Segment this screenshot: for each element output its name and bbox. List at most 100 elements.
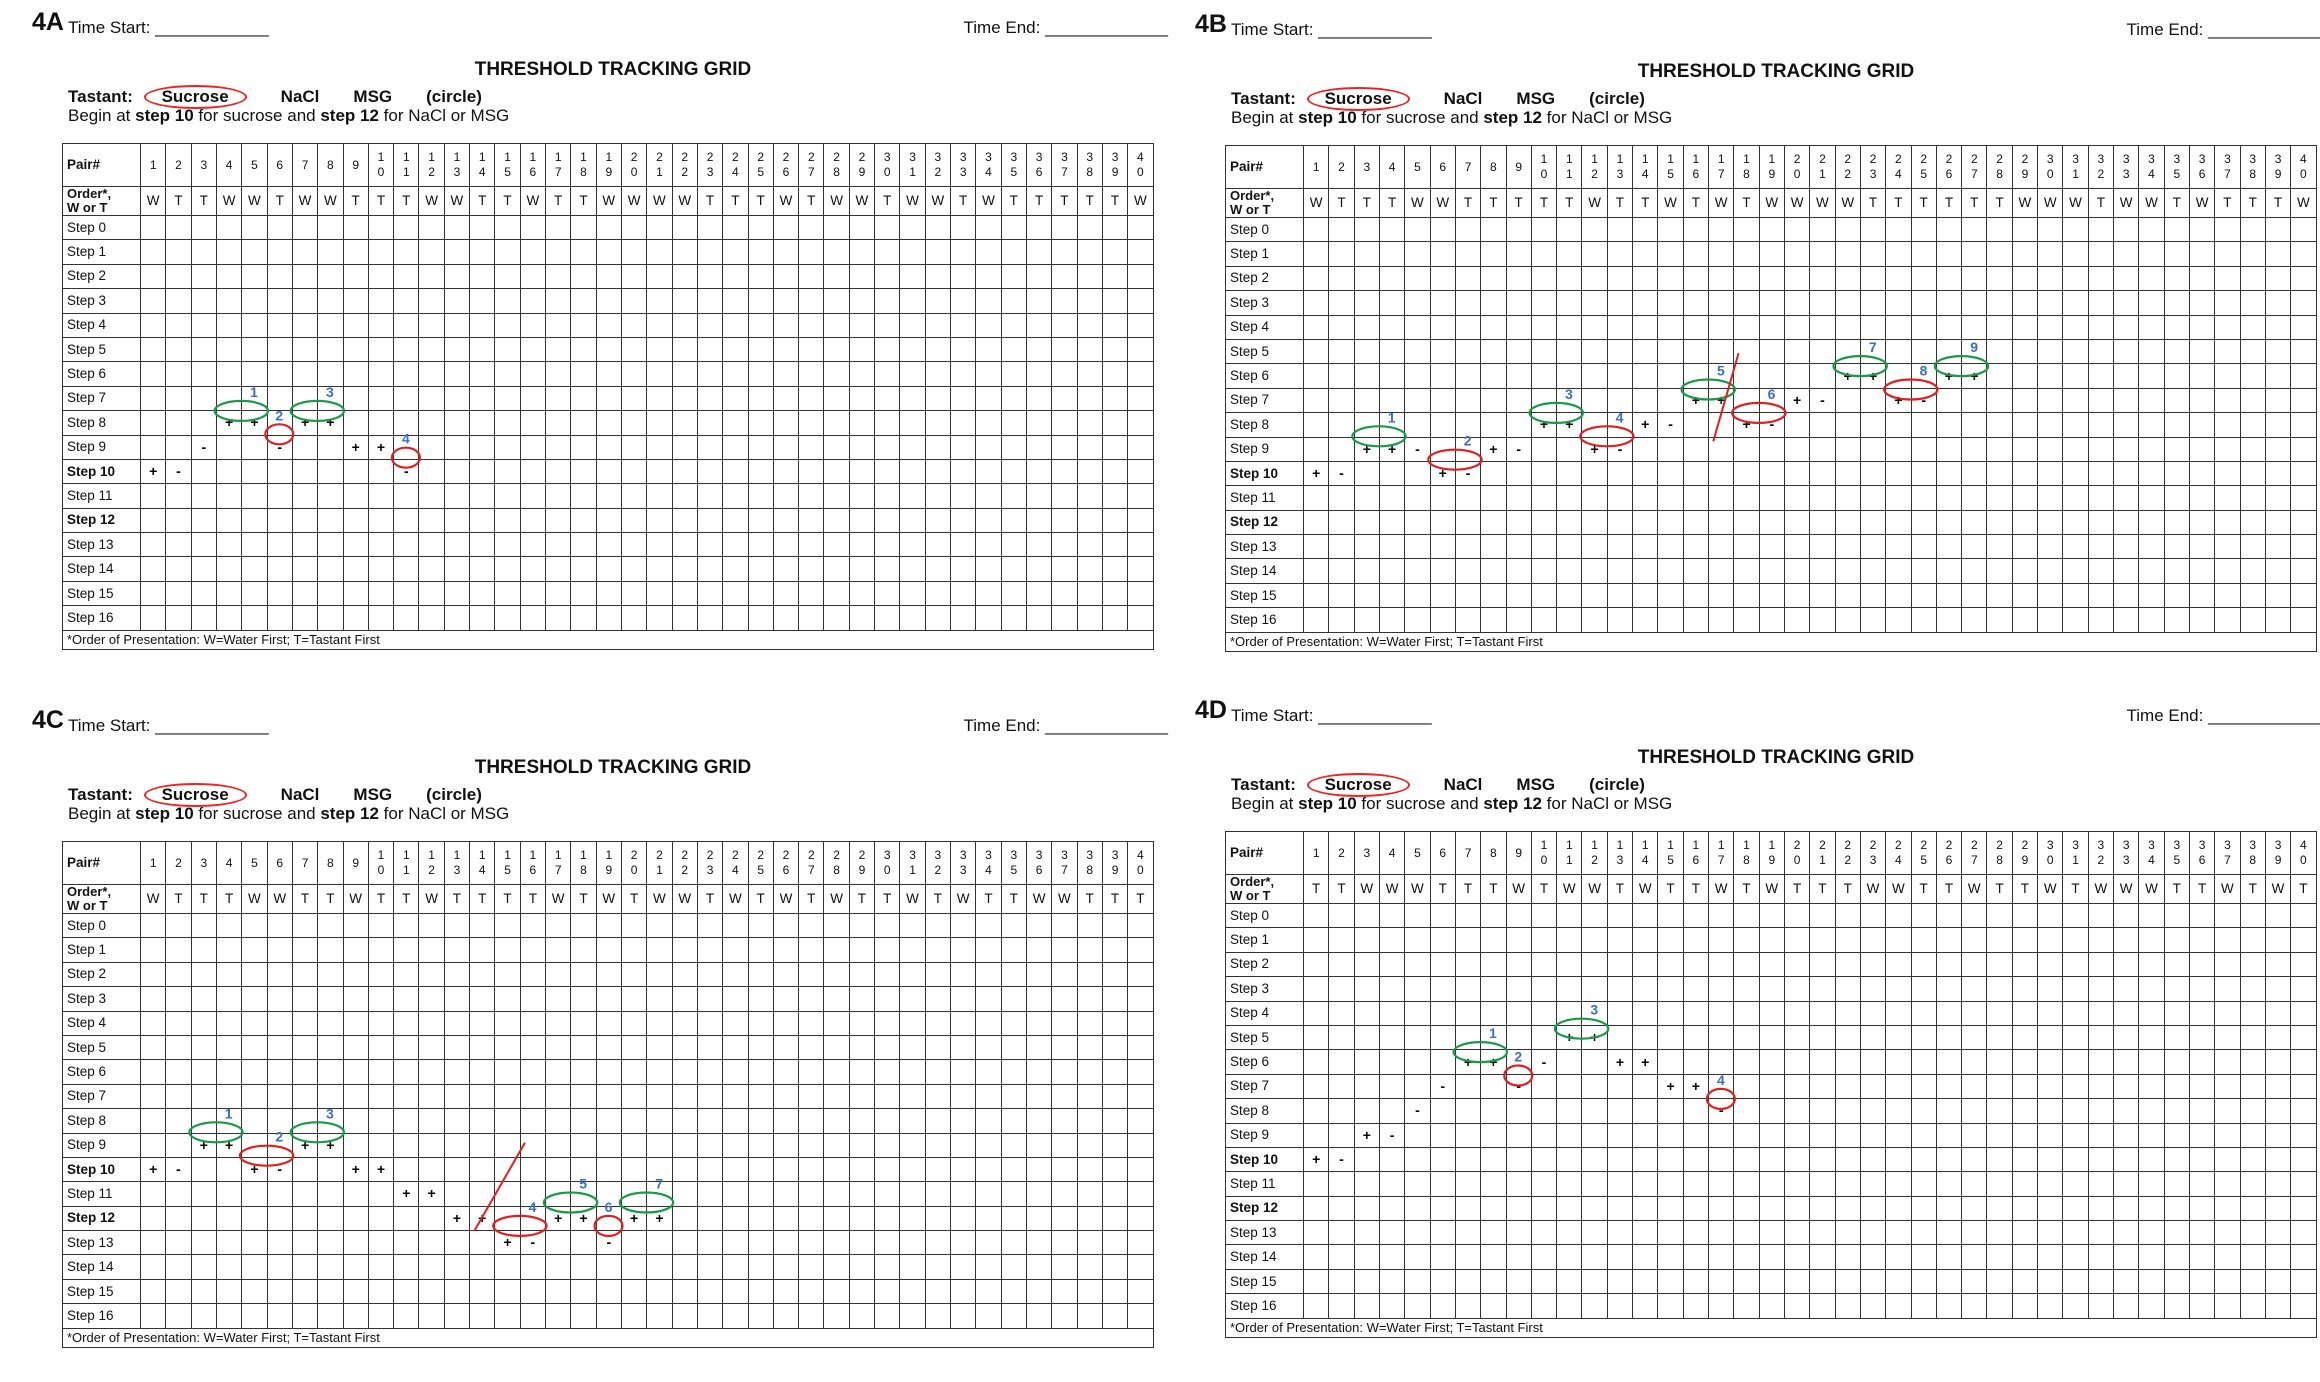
grid-cell [1910, 1098, 1937, 1124]
grid-cell [1758, 1122, 1785, 1148]
grid-cell [1809, 1171, 1836, 1197]
grid-cell [772, 361, 800, 387]
grid-cell [772, 312, 800, 338]
pair-number: 5 [1404, 145, 1431, 189]
plus-mark: + [1438, 465, 1447, 482]
grid-cell [139, 385, 167, 412]
grid-cell [1758, 607, 1785, 633]
grid-cell [418, 263, 445, 290]
grid-cell [1025, 1083, 1053, 1110]
grid-cell [1556, 363, 1583, 389]
grid-cell [2290, 265, 2317, 292]
grid-cell [1733, 607, 1760, 633]
pair-digit: 5 [1920, 853, 1927, 867]
grid-cell [2037, 1171, 2064, 1197]
grid-cell [1530, 534, 1558, 560]
grid-cell [1000, 336, 1027, 363]
grid-cell [1025, 1156, 1053, 1183]
grid-cell [1000, 312, 1027, 338]
grid-cell [266, 288, 293, 314]
grid-cell [266, 1205, 293, 1232]
grid-cell [798, 1108, 825, 1134]
grid-cell [291, 483, 319, 509]
grid-cell [1834, 412, 1861, 438]
grid-cell [1834, 1024, 1861, 1051]
grid-cell [696, 1181, 724, 1207]
order-label-line: Order*, [1230, 874, 1275, 889]
grid-cell [848, 336, 876, 363]
grid-cell [190, 1059, 217, 1085]
pair-digit: 2 [656, 848, 663, 862]
grid-cell [823, 1059, 850, 1085]
grid-cell [924, 1108, 952, 1134]
grid-cell [2239, 607, 2266, 633]
grid-cell [469, 1156, 496, 1183]
grid-cell [1733, 1293, 1760, 1319]
grid-cell [975, 912, 1002, 939]
pair-digit: 3 [2072, 838, 2079, 852]
grid-cell [646, 1156, 673, 1183]
grid-cell [393, 288, 420, 314]
grid-cell [1076, 385, 1103, 412]
grid-cell [1353, 1220, 1380, 1246]
grid-cell [1834, 1146, 1861, 1173]
grid-cell [1530, 976, 1558, 1002]
grid-cell [1783, 363, 1811, 389]
grid-cell [772, 556, 800, 582]
grid-cell [1885, 951, 1912, 978]
grid-cell [190, 458, 217, 485]
grid-cell [2011, 1268, 2039, 1295]
grid-cell [899, 961, 926, 988]
grid-cell [1885, 241, 1912, 267]
grid-cell [367, 1303, 395, 1329]
pair-digit: 1 [149, 855, 157, 870]
grid-cell: + [1480, 436, 1507, 462]
grid-cell [798, 1278, 825, 1305]
step-label: Step 3 [1225, 976, 1304, 1002]
grid-cell [393, 937, 420, 963]
grid-cell [418, 214, 445, 241]
step-row: Step 4 [62, 312, 1154, 338]
grid-cell [1657, 314, 1684, 340]
grid-cell [1076, 1059, 1103, 1085]
grid-cell [1454, 216, 1482, 243]
grid-cell [848, 1034, 876, 1061]
grid-cell [1302, 265, 1330, 292]
grid-cell [1758, 1146, 1785, 1173]
grid-cell [1809, 1293, 1836, 1319]
grid-cell [2138, 1098, 2165, 1124]
grid-cell [1454, 436, 1482, 462]
grid-cell [1885, 1171, 1912, 1197]
grid-cell [798, 912, 825, 939]
order-cell: W [2138, 874, 2165, 904]
grid-cell [1682, 460, 1710, 487]
pair-digit: 4 [1895, 853, 1902, 867]
grid-cell [2188, 1220, 2216, 1246]
grid-cell [924, 458, 952, 485]
grid-cell [949, 1230, 977, 1256]
step-row: Step 0 [1225, 902, 2317, 929]
grid-cell [747, 1132, 774, 1158]
grid-cell [696, 483, 724, 509]
grid-cell [1986, 241, 2013, 267]
pair-digit: 5 [1010, 165, 1018, 179]
grid-cell [2011, 1146, 2039, 1173]
grid-cell [266, 361, 293, 387]
step-label: Step 5 [62, 1034, 141, 1061]
grid-cell [671, 1205, 698, 1232]
grid-cell [317, 458, 344, 485]
grid-cell [2188, 1073, 2216, 1100]
grid-cell [418, 288, 445, 314]
grid-cell [1000, 937, 1027, 963]
step-label: Step 1 [62, 937, 141, 963]
grid-cell [2264, 1171, 2292, 1197]
pair-digit: 6 [276, 157, 284, 172]
grid-cell [2087, 1244, 2115, 1270]
grid-cell [1025, 580, 1053, 607]
grid-cell [595, 410, 622, 436]
grid-cell [798, 556, 825, 582]
